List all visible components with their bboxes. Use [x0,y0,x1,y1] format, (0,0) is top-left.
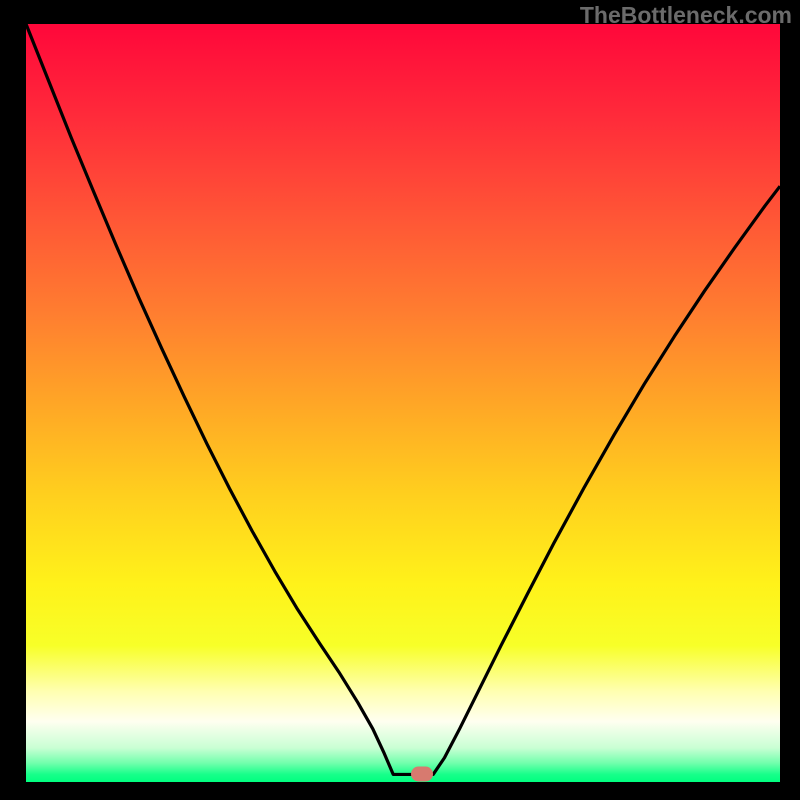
curve-path [26,24,780,774]
watermark-text: TheBottleneck.com [580,2,792,29]
chart-frame: TheBottleneck.com [0,0,800,800]
optimum-marker [411,766,433,781]
plot-area [26,24,780,782]
bottleneck-curve [26,24,780,782]
